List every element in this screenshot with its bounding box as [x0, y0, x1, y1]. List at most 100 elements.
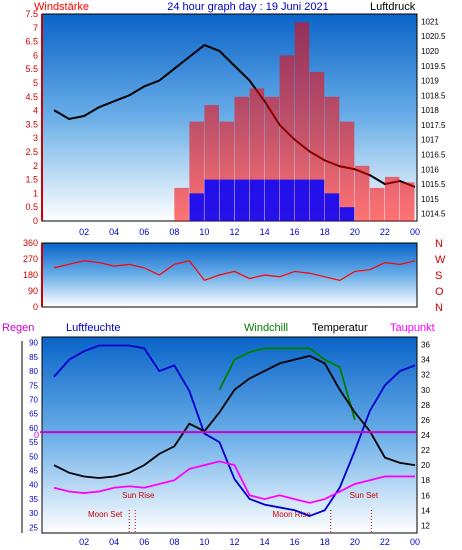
temperatur-line	[53, 354, 416, 479]
temperature-humidity-panel: Regen Luftfeuchte Windchill Temperatur T…	[2, 322, 435, 547]
pressure-tick-label: 1019.5	[421, 62, 446, 71]
humidity-tick-label: 25	[29, 523, 38, 532]
wind-speed-tick-label: 7	[33, 23, 38, 33]
humidity-tick-label: 75	[29, 381, 38, 390]
hour-tick-label: 04	[109, 537, 119, 547]
hour-tick-label: 22	[380, 537, 390, 547]
temperature-tick-label: 24	[421, 431, 430, 440]
pressure-tick-label: 1020.5	[421, 32, 446, 41]
hour-tick-label: 20	[350, 537, 360, 547]
pressure-tick-label: 1018.5	[421, 91, 446, 100]
hour-tick-label: 18	[320, 227, 330, 237]
wind-speed-tick-label: 7.5	[25, 9, 38, 19]
pressure-tick-label: 1014.5	[421, 210, 446, 219]
hour-tick-label: 12	[229, 537, 239, 547]
hour-tick-label: 00	[410, 537, 420, 547]
legend-temperatur: Temperatur	[312, 322, 368, 334]
pressure-tick-label: 1020	[421, 47, 439, 56]
wind-bar	[384, 176, 400, 221]
wind-speed-tick-label: 6	[33, 50, 38, 60]
temperature-tick-label: 12	[421, 521, 430, 530]
temperature-tick-label: 18	[421, 476, 430, 485]
wind-bar	[264, 179, 280, 221]
legend-windchill: Windchill	[244, 322, 288, 334]
hour-tick-label: 18	[320, 537, 330, 547]
wind-speed-tick-label: 6.5	[25, 37, 38, 47]
humidity-tick-label: 55	[29, 438, 38, 447]
chart-title: 24 hour graph day : 19 Juni 2021	[167, 1, 328, 13]
wind-bar	[324, 96, 340, 221]
hour-tick-label: 10	[199, 537, 209, 547]
temperature-tick-label: 16	[421, 491, 430, 500]
pressure-tick-label: 1016	[421, 165, 439, 174]
pressure-axis-label: Luftdruck	[370, 1, 416, 13]
wind-speed-tick-label: 5	[33, 78, 38, 88]
humidity-tick-label: 90	[29, 339, 38, 348]
windchill-line	[218, 347, 356, 421]
wind-bar	[174, 187, 189, 221]
hour-tick-label: 06	[139, 227, 149, 237]
hour-tick-label: 12	[229, 227, 239, 237]
wind-speed-tick-label: 0.5	[25, 202, 38, 212]
humidity-tick-label: 70	[29, 395, 38, 404]
temperature-tick-label: 28	[421, 401, 430, 410]
wind-speed-tick-label: 2	[33, 161, 38, 171]
hour-tick-label: 22	[380, 227, 390, 237]
temperature-tick-label: 30	[421, 386, 430, 395]
wind-bar	[219, 179, 234, 221]
wind-speed-tick-label: 3	[33, 133, 38, 143]
wind-speed-tick-label: 0	[33, 216, 38, 226]
wind-bar	[249, 179, 265, 221]
wind-bar	[189, 193, 204, 221]
temperature-tick-label: 36	[421, 341, 430, 350]
humidity-tick-label: 85	[29, 353, 38, 362]
pressure-tick-label: 1015.5	[421, 180, 446, 189]
humidity-tick-label: 60	[29, 424, 38, 433]
hour-tick-label: 08	[169, 537, 179, 547]
wind-bar	[204, 179, 219, 221]
regen-value-label: 0	[34, 430, 39, 440]
humidity-tick-label: 40	[29, 481, 38, 490]
legend-regen: Regen	[2, 322, 34, 334]
humidity-tick-label: 65	[29, 410, 38, 419]
temperature-tick-label: 14	[421, 506, 430, 515]
wind-bar	[294, 179, 310, 221]
direction-tick-label: 90	[28, 286, 38, 296]
wind-speed-tick-label: 1	[33, 188, 38, 198]
temperature-tick-label: 22	[421, 446, 430, 455]
temperature-tick-label: 32	[421, 371, 430, 380]
hour-tick-label: 14	[260, 227, 270, 237]
hour-tick-label: 04	[109, 227, 119, 237]
wind-speed-tick-label: 3.5	[25, 119, 38, 129]
direction-tick-label: 270	[23, 254, 38, 264]
wind-pressure-panel: Windstärke 24 hour graph day : 19 Juni 2…	[25, 1, 446, 237]
hour-tick-label: 08	[169, 227, 179, 237]
temperature-tick-label: 26	[421, 416, 430, 425]
wind-speed-tick-label: 2.5	[25, 147, 38, 157]
legend-luftfeuchte: Luftfeuchte	[66, 322, 120, 334]
pressure-tick-label: 1017	[421, 136, 439, 145]
direction-tick-label: 360	[23, 238, 38, 248]
wind-bar	[234, 179, 250, 221]
taupunkt-line	[53, 460, 415, 504]
wind-speed-tick-label: 4	[33, 106, 38, 116]
hour-tick-label: 10	[199, 227, 209, 237]
compass-label: N	[435, 238, 443, 250]
wind-bar	[294, 22, 310, 222]
legend-taupunkt: Taupunkt	[390, 322, 435, 334]
hour-tick-label: 02	[79, 537, 89, 547]
wind-speed-tick-label: 4.5	[25, 92, 38, 102]
humidity-tick-label: 30	[29, 509, 38, 518]
astro-annotation: Moon Set	[88, 510, 123, 519]
hour-tick-label: 06	[139, 537, 149, 547]
astro-annotation: Sun Rise	[122, 491, 155, 500]
pressure-tick-label: 1018	[421, 106, 439, 115]
astro-annotation: Sun Set	[350, 491, 379, 500]
temperature-tick-label: 34	[421, 356, 430, 365]
hour-tick-label: 02	[79, 227, 89, 237]
hour-tick-label: 00	[410, 227, 420, 237]
humidity-tick-label: 50	[29, 452, 38, 461]
wind-direction-line	[53, 260, 416, 282]
hour-tick-label: 14	[260, 537, 270, 547]
direction-tick-label: 0	[33, 302, 38, 312]
